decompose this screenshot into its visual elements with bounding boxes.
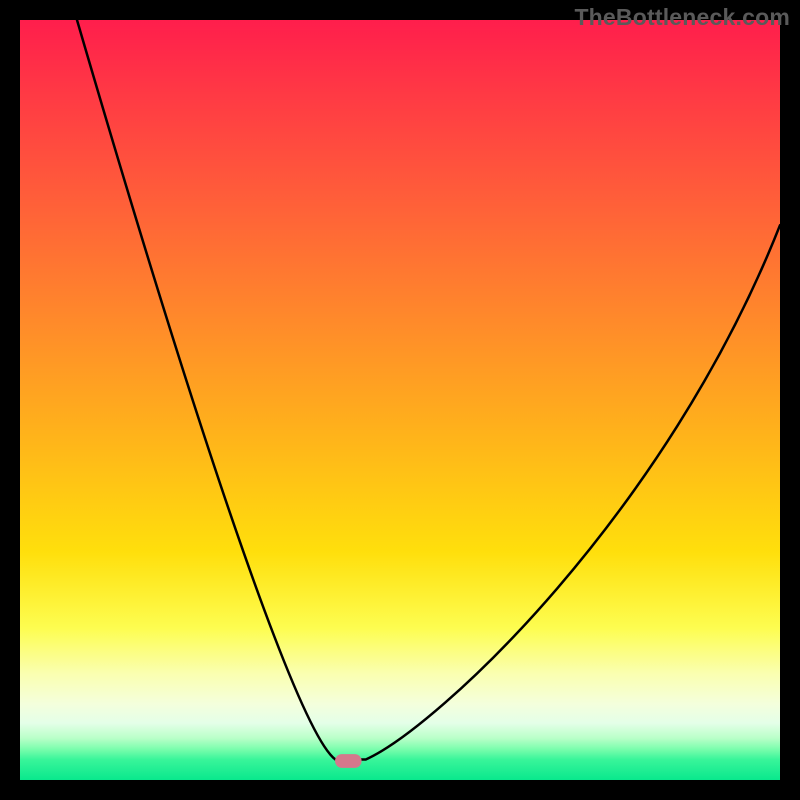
chart-figure: TheBottleneck.com [0,0,800,800]
watermark-text: TheBottleneck.com [574,4,790,31]
plot-background [20,20,780,780]
optimal-marker [335,754,362,768]
chart-svg [0,0,800,800]
